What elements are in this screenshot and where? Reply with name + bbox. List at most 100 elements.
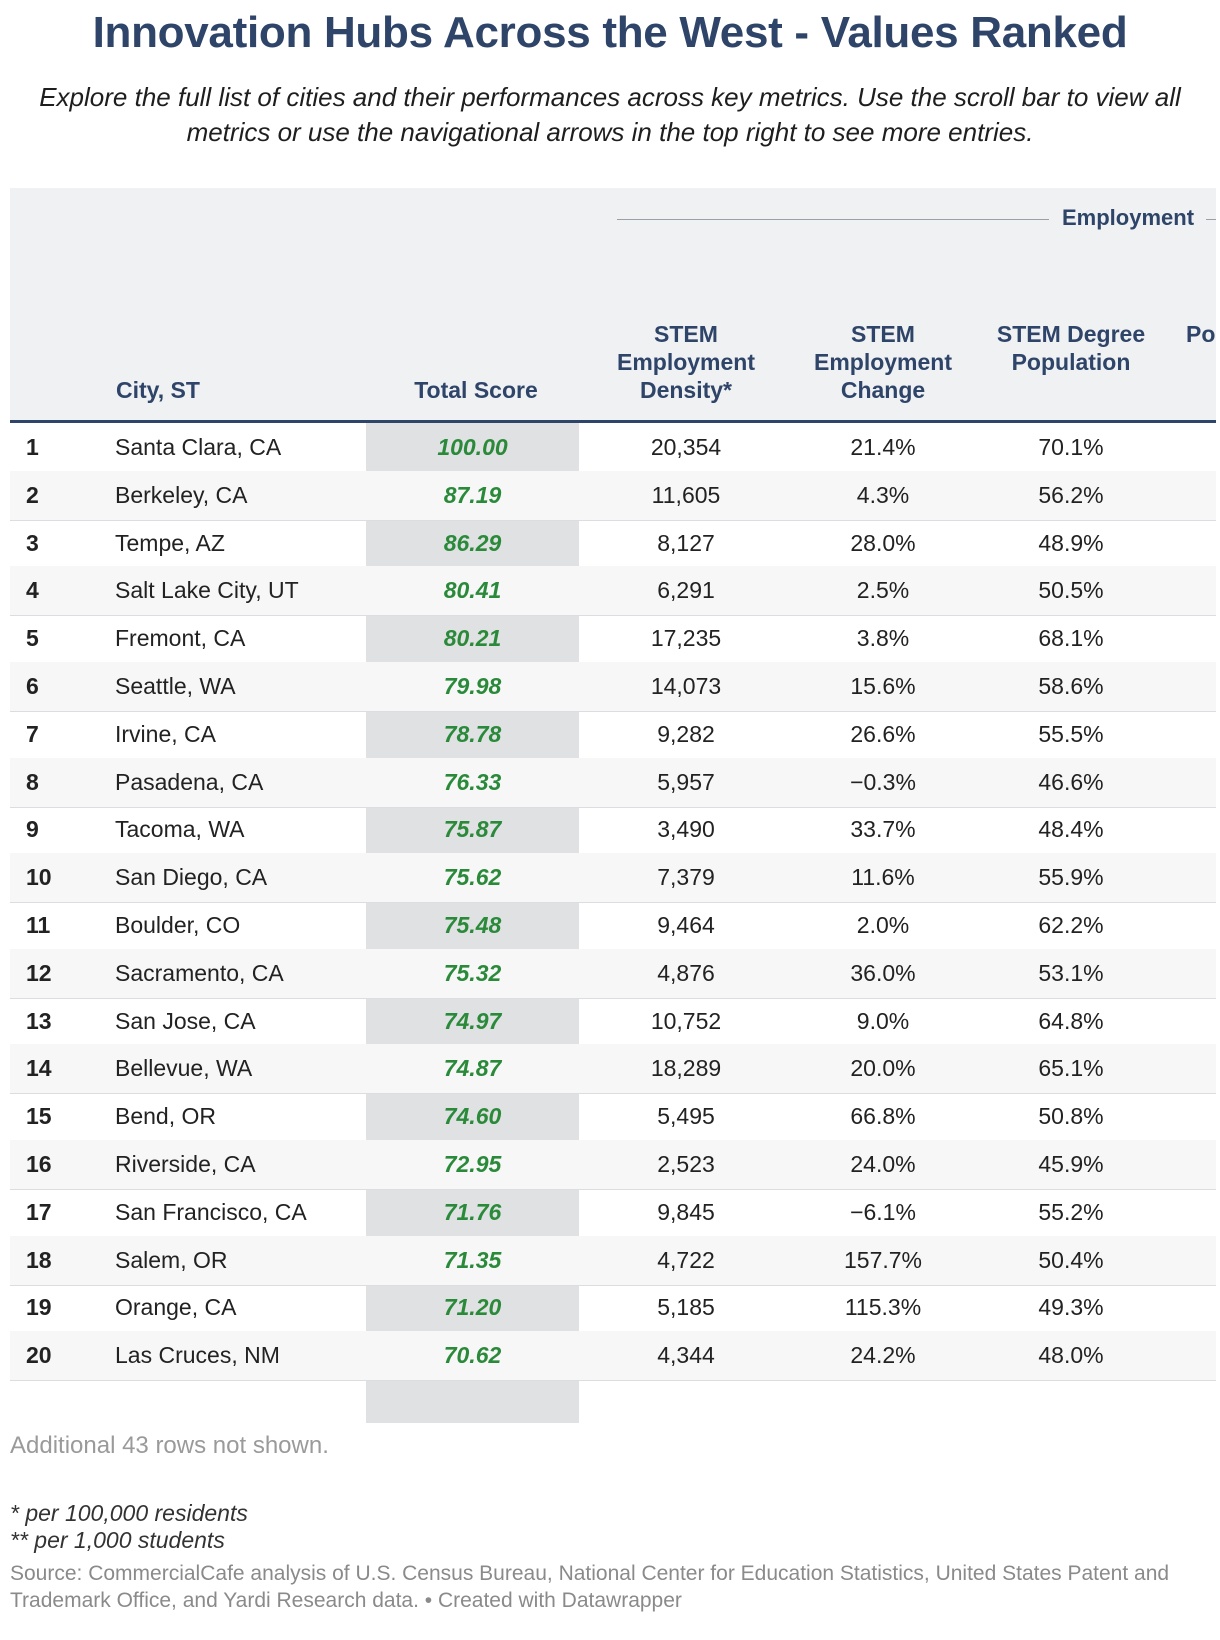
row-stem-degree-population: 55.5%	[1038, 720, 1104, 747]
row-rank: 18	[26, 1246, 52, 1273]
row-stem-employment-density: 2,523	[657, 1151, 715, 1177]
row-stem-employment-change: 115.3%	[844, 1294, 922, 1321]
row-total-score: 70.62	[443, 1342, 502, 1369]
row-stem-employment-change: −0.3%	[850, 768, 916, 795]
row-stem-employment-density: 9,845	[657, 1198, 715, 1225]
column-header-stem-degree-population[interactable]: STEM Degree Population	[996, 321, 1146, 375]
row-total-score: 71.76	[443, 1198, 502, 1225]
group-divider-line-right	[1206, 219, 1216, 220]
table-row: 2 Berkeley, CA 87.19 11,605 4.3% 56.2%	[10, 470, 1216, 521]
row-stem-degree-population: 48.0%	[1038, 1342, 1104, 1369]
row-stem-degree-population: 65.1%	[1038, 1055, 1104, 1082]
ranking-table: Employment City, ST Total Score STEM Emp…	[10, 188, 1216, 1430]
row-stem-employment-change: 2.0%	[856, 912, 910, 938]
row-stem-employment-change: 2.5%	[856, 577, 910, 604]
row-stem-employment-change: 21.4%	[850, 434, 916, 460]
row-city: Boulder, CO	[115, 912, 241, 938]
column-header-stem-employment-change[interactable]: STEM Employment Change	[813, 321, 953, 403]
table-row: 18 Salem, OR 71.35 4,722 157.7% 50.4%	[10, 1235, 1216, 1286]
row-stem-employment-density: 3,490	[657, 816, 715, 843]
table-row: 15 Bend, OR 74.60 5,495 66.8% 50.8%	[10, 1092, 1216, 1143]
row-rank: 2	[26, 481, 39, 508]
row-stem-employment-density: 17,235	[650, 625, 722, 652]
table-row: 11 Boulder, CO 75.48 9,464 2.0% 62.2%	[10, 901, 1216, 951]
column-header-total-score[interactable]: Total Score	[414, 377, 538, 403]
row-stem-employment-change: 66.8%	[850, 1103, 916, 1130]
row-rank: 3	[26, 529, 39, 556]
row-stem-employment-change: 4.3%	[856, 481, 910, 508]
table-row: 8 Pasadena, CA 76.33 5,957 −0.3% 46.6%	[10, 757, 1216, 808]
row-stem-degree-population: 55.9%	[1038, 864, 1104, 891]
row-city: Berkeley, CA	[115, 481, 248, 508]
row-rank: 8	[26, 768, 39, 795]
row-city: Bend, OR	[115, 1103, 216, 1130]
row-total-score: 75.48	[443, 912, 502, 938]
row-stem-employment-change: 157.7%	[843, 1246, 922, 1273]
row-total-score: 80.41	[443, 577, 502, 604]
row-stem-degree-population: 56.2%	[1038, 481, 1104, 508]
row-city: Fremont, CA	[115, 625, 246, 652]
row-city: Seattle, WA	[115, 673, 236, 699]
row-total-score: 78.78	[443, 720, 502, 747]
row-stem-employment-density: 11,605	[651, 481, 721, 508]
additional-rows-note: Additional 43 rows not shown.	[10, 1432, 329, 1459]
row-stem-employment-density: 6,291	[657, 577, 715, 604]
column-header-cut-off[interactable]: Po	[1186, 321, 1216, 347]
table-row: 7 Irvine, CA 78.78 9,282 26.6% 55.5%	[10, 710, 1216, 760]
table-row: 10 San Diego, CA 75.62 7,379 11.6% 55.9%	[10, 853, 1216, 904]
row-stem-degree-population: 50.5%	[1038, 577, 1104, 604]
row-total-score: 76.33	[443, 768, 502, 795]
table-row: 4 Salt Lake City, UT 80.41 6,291 2.5% 50.5%	[10, 566, 1216, 617]
row-total-score: 75.32	[443, 959, 502, 986]
row-rank: 16	[26, 1151, 52, 1177]
column-header-stem-employment-density[interactable]: STEM Employment Density*	[616, 321, 756, 403]
row-rank: 19	[26, 1294, 52, 1321]
row-total-score: 80.21	[443, 625, 502, 652]
row-stem-employment-density: 5,185	[657, 1294, 715, 1321]
row-stem-degree-population: 50.4%	[1038, 1246, 1104, 1273]
row-stem-employment-change: 15.6%	[850, 673, 916, 699]
table-row: 1 Santa Clara, CA 100.00 20,354 21.4% 70.1%	[10, 423, 1216, 473]
row-stem-degree-population: 49.3%	[1038, 1294, 1104, 1321]
row-rank: 17	[26, 1198, 52, 1225]
row-rank: 7	[26, 720, 39, 747]
row-total-score: 71.20	[443, 1294, 502, 1321]
row-stem-employment-density: 5,957	[657, 768, 715, 795]
row-stem-employment-change: 28.0%	[850, 529, 916, 556]
chart-subtitle: Explore the full list of cities and thei…	[39, 82, 1181, 147]
row-rank: 4	[26, 577, 39, 604]
row-rank: 11	[26, 912, 51, 938]
row-stem-degree-population: 53.1%	[1038, 959, 1104, 986]
row-rank: 14	[26, 1055, 52, 1082]
row-rank: 12	[26, 959, 52, 986]
row-rank: 5	[26, 625, 39, 652]
row-stem-degree-population: 46.6%	[1038, 768, 1104, 795]
row-stem-employment-change: 26.6%	[850, 720, 916, 747]
row-city: San Diego, CA	[115, 864, 268, 891]
row-stem-employment-density: 18,289	[650, 1055, 722, 1082]
table-row: 6 Seattle, WA 79.98 14,073 15.6% 58.6%	[10, 662, 1216, 712]
row-stem-employment-density: 4,344	[657, 1342, 715, 1369]
row-total-score: 74.87	[443, 1055, 502, 1082]
table-row: 20 Las Cruces, NM 70.62 4,344 24.2% 48.0%	[10, 1331, 1216, 1382]
row-city: San Francisco, CA	[115, 1198, 307, 1225]
row-stem-employment-change: 3.8%	[856, 625, 910, 652]
row-stem-employment-density: 10,752	[650, 1007, 722, 1034]
row-total-score: 79.98	[443, 673, 502, 699]
row-stem-degree-population: 62.2%	[1038, 912, 1104, 938]
column-header-city[interactable]: City, ST	[116, 377, 200, 403]
row-total-score: 74.97	[443, 1007, 502, 1034]
source-note: Source: CommercialCafe analysis of U.S. …	[10, 1562, 1170, 1612]
row-rank: 10	[26, 864, 52, 891]
table-row: 19 Orange, CA 71.20 5,185 115.3% 49.3%	[10, 1283, 1216, 1334]
row-stem-degree-population: 48.4%	[1038, 816, 1104, 843]
row-stem-degree-population: 48.9%	[1038, 529, 1104, 556]
row-stem-degree-population: 68.1%	[1038, 625, 1104, 652]
row-city: Las Cruces, NM	[115, 1342, 280, 1369]
row-stem-employment-change: 24.0%	[850, 1151, 916, 1177]
row-city: Tempe, AZ	[115, 529, 225, 556]
row-stem-degree-population: 58.6%	[1038, 673, 1104, 699]
row-stem-employment-change: 9.0%	[856, 1007, 910, 1034]
row-city: Santa Clara, CA	[115, 434, 282, 460]
